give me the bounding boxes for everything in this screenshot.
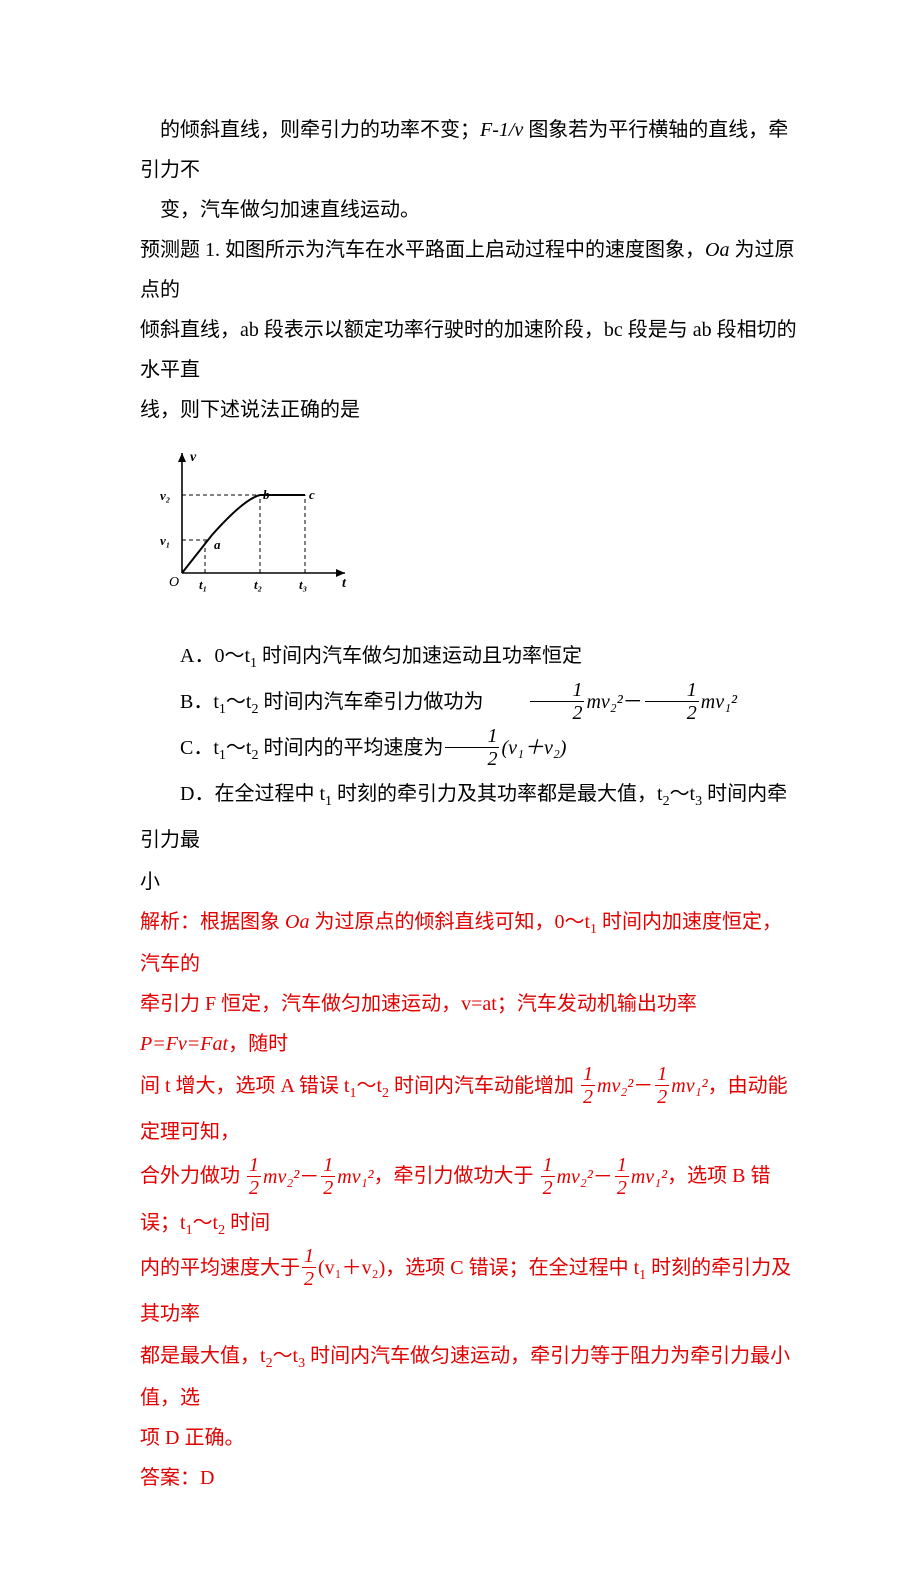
option-c: C．t1～t2 时间内的平均速度为12(v₁＋v₂): [140, 726, 800, 772]
fraction-half-icon: 12: [655, 1063, 669, 1108]
solution-line5: 内的平均速度大于12(v₁＋v₂)，选项 C 错误；在全过程中 t1 时刻的牵引…: [140, 1246, 800, 1336]
svg-text:t₃: t₃: [299, 577, 307, 592]
intro-cont-line2: 变，汽车做匀加速直线运动。: [140, 190, 800, 230]
sub: 1: [325, 794, 332, 809]
svg-text:c: c: [309, 487, 315, 502]
fraction-half-icon: 12: [615, 1154, 629, 1199]
text: 解析：根据图象: [140, 911, 285, 933]
svg-text:v₁: v₁: [160, 533, 170, 548]
mv2sq: mv₂²: [597, 1075, 633, 1097]
sub: 2: [266, 1356, 273, 1371]
text: 合外力做功: [140, 1165, 245, 1187]
text-italic: Oa: [285, 911, 309, 933]
fraction-half-icon: 12: [645, 679, 699, 724]
fraction-half-icon: 12: [247, 1154, 261, 1199]
text: C．t: [180, 737, 219, 759]
svg-text:t₁: t₁: [199, 577, 207, 592]
text: 预测题 1. 如图所示为汽车在水平路面上启动过程中的速度图象，: [140, 239, 705, 261]
text: D．在全过程中 t: [180, 783, 325, 805]
text-italic: Oa: [705, 239, 729, 261]
sub: 1: [219, 748, 226, 763]
text: (v₁＋v₂)，选项 C 错误；在全过程中 t: [318, 1257, 639, 1279]
svg-text:O: O: [169, 575, 179, 590]
solution-line2: 牵引力 F 恒定，汽车做匀加速运动，v=at；汽车发动机输出功率 P=Fv=Fa…: [140, 984, 800, 1064]
text: 的倾斜直线，则牵引力的功率不变；: [160, 119, 480, 141]
minus: －: [623, 691, 643, 713]
mv1sq: mv₁²: [337, 1166, 373, 1188]
text: 时间内的平均速度为: [258, 737, 443, 759]
sub: 1: [219, 702, 226, 717]
fraction-half-icon: 12: [445, 725, 499, 770]
svg-text:v: v: [190, 450, 197, 465]
question-line3: 线，则下述说法正确的是: [140, 390, 800, 430]
intro-cont-line1: 的倾斜直线，则牵引力的功率不变；F-1/v 图象若为平行横轴的直线，牵引力不: [140, 110, 800, 190]
svg-text:v₂: v₂: [160, 488, 170, 503]
velocity-time-graph: Ot v t₁ t₂ t₃ v₁ v₂ a b c: [150, 445, 800, 614]
sub: 3: [298, 1356, 305, 1371]
mv1sq: mv₁²: [631, 1166, 667, 1188]
text: 时间内汽车牵引力做功为: [258, 691, 488, 713]
text: 时间内汽车动能增加: [389, 1075, 579, 1097]
text: 间 t 增大，选项 A 错误 t: [140, 1075, 349, 1097]
mv1sq: mv₁²: [671, 1075, 707, 1097]
text: ～t: [273, 1345, 299, 1367]
svg-text:t₂: t₂: [254, 577, 262, 592]
svg-text:t: t: [342, 576, 347, 591]
text: 为过原点的倾斜直线可知，0～t: [309, 911, 590, 933]
svg-text:a: a: [214, 537, 221, 552]
option-d-line2: 小: [140, 862, 800, 902]
v1v2: (v₁＋v₂): [501, 737, 566, 759]
text: ～t: [670, 783, 696, 805]
minus: －: [299, 1166, 319, 1188]
fraction-half-icon: 12: [541, 1154, 555, 1199]
sub: 1: [250, 656, 257, 671]
mv2sq: mv₂²: [557, 1166, 593, 1188]
text: A．0～t: [180, 645, 250, 667]
question-line1: 预测题 1. 如图所示为汽车在水平路面上启动过程中的速度图象，Oa 为过原点的: [140, 230, 800, 310]
mv2sq: mv₂²: [263, 1166, 299, 1188]
minus: －: [633, 1075, 653, 1097]
question-line2: 倾斜直线，ab 段表示以额定功率行驶时的加速阶段，bc 段是与 ab 段相切的水…: [140, 310, 800, 390]
mv1sq: mv₁²: [701, 691, 737, 713]
text: 时刻的牵引力及其功率都是最大值，t: [332, 783, 663, 805]
text-italic: P=Fv=Fat: [140, 1033, 228, 1055]
fraction-half-icon: 12: [321, 1154, 335, 1199]
sub: 1: [590, 922, 597, 937]
text: ～t: [356, 1075, 382, 1097]
text: 时间内汽车做匀加速运动且功率恒定: [257, 645, 582, 667]
option-a: A．0～t1 时间内汽车做匀加速运动且功率恒定: [140, 634, 800, 680]
text: 时间: [225, 1212, 270, 1234]
text: B．t: [180, 691, 219, 713]
minus: －: [593, 1166, 613, 1188]
text: ，牵引力做功大于: [374, 1165, 539, 1187]
sub: 1: [186, 1223, 193, 1238]
fraction-half-icon: 12: [530, 679, 584, 724]
text: ～t: [193, 1212, 219, 1234]
text: 内的平均速度大于: [140, 1257, 300, 1279]
text: 都是最大值，t: [140, 1345, 266, 1367]
text: ，随时: [228, 1033, 288, 1055]
text: ～t: [226, 691, 252, 713]
solution-line6: 都是最大值，t2～t3 时间内汽车做匀速运动，牵引力等于阻力为牵引力最小值，选: [140, 1336, 800, 1418]
fraction-half-icon: 12: [581, 1063, 595, 1108]
option-b: B．t1～t2 时间内汽车牵引力做功为 12mv₂²－12mv₁²: [140, 680, 800, 726]
text: ～t: [226, 737, 252, 759]
sub: 2: [663, 794, 670, 809]
svg-text:b: b: [263, 487, 270, 502]
text: 牵引力 F 恒定，汽车做匀加速运动，v=at；汽车发动机输出功率: [140, 993, 697, 1015]
solution-line3: 间 t 增大，选项 A 错误 t1～t2 时间内汽车动能增加 12mv₂²－12…: [140, 1064, 800, 1154]
mv2sq: mv₂²: [586, 691, 622, 713]
sub: 2: [382, 1086, 389, 1101]
solution-line1: 解析：根据图象 Oa 为过原点的倾斜直线可知，0～t1 时间内加速度恒定，汽车的: [140, 902, 800, 984]
solution-line4: 合外力做功 12mv₂²－12mv₁² ，牵引力做功大于 12mv₂²－12mv…: [140, 1154, 800, 1246]
option-d-line1: D．在全过程中 t1 时刻的牵引力及其功率都是最大值，t2～t3 时间内牵引力最: [140, 772, 800, 862]
solution-line7: 项 D 正确。: [140, 1418, 800, 1458]
fraction-half-icon: 12: [302, 1245, 316, 1290]
answer: 答案：D: [140, 1458, 800, 1498]
text-italic: F-1/v: [480, 119, 523, 141]
